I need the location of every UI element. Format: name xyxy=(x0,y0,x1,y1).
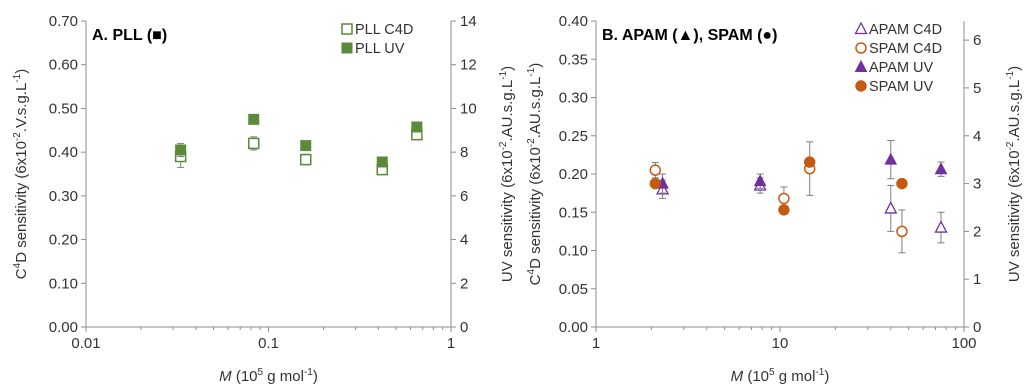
data-point xyxy=(884,201,898,214)
x-tick-label: 10 xyxy=(772,335,789,352)
y-right-tick-label: 6 xyxy=(460,188,468,205)
y-right-tick-label: 1 xyxy=(973,271,981,288)
legend-marker xyxy=(341,23,353,35)
x-tick-label: 0.01 xyxy=(71,335,100,352)
data-point xyxy=(411,121,423,133)
y-right-tick-label: 0 xyxy=(973,319,981,336)
y-left-tick-label: 0.60 xyxy=(49,57,78,74)
legend-marker xyxy=(855,80,867,92)
legend-marker xyxy=(854,59,868,72)
data-point xyxy=(300,153,312,166)
y-left-tick-label: 0.70 xyxy=(49,13,78,30)
data-point xyxy=(649,164,662,176)
y-right-tick-label: 10 xyxy=(460,100,477,117)
panel-title: A. PLL (■) xyxy=(92,27,167,44)
legend-entry: PLL C4D xyxy=(341,22,413,38)
legend-label: SPAM C4D xyxy=(869,41,942,57)
legend-label: SPAM UV xyxy=(869,79,934,95)
chart-panel-2: 0.00 0.05 0.10 0.15 0.20 0.25 0.30 0.35 0.40 0 1 2 3… xyxy=(526,13,1023,385)
data-point xyxy=(247,137,260,150)
data-point xyxy=(778,204,790,216)
x-axis-label: M (105 g mol-1) xyxy=(219,367,318,385)
y-left-tick-label: 0.30 xyxy=(49,188,78,205)
y-left-tick-label: 0.05 xyxy=(559,281,588,298)
data-point xyxy=(896,225,908,238)
y-right-tick-label: 4 xyxy=(460,232,468,249)
legend-entry: PLL UV xyxy=(341,41,405,57)
y-right-tick-label: 4 xyxy=(973,128,981,145)
y-left-tick-label: 0.15 xyxy=(559,204,588,221)
y-left-tick-label: 0.35 xyxy=(559,51,588,68)
y-left-tick-label: 0.20 xyxy=(559,166,588,183)
data-point xyxy=(896,177,908,190)
y-right-tick-label: 2 xyxy=(460,275,468,292)
legend-marker xyxy=(855,42,867,54)
x-tick-label: 0.1 xyxy=(258,335,279,352)
legend-label: PLL C4D xyxy=(355,22,413,38)
y-left-tick-label: 0.50 xyxy=(49,100,78,117)
y-right-tick-label: 5 xyxy=(973,80,981,97)
series-spam-uv xyxy=(649,156,908,216)
y-right-tick-label: 8 xyxy=(460,144,468,161)
data-point xyxy=(778,192,790,205)
legend-label: PLL UV xyxy=(355,41,405,57)
x-axis-label: M (105 g mol-1) xyxy=(731,367,830,385)
y-left-tick-label: 0.10 xyxy=(49,275,78,292)
legend-entry: APAM C4D xyxy=(854,21,942,38)
legend-entry: SPAM C4D xyxy=(855,41,942,57)
y-right-tick-label: 0 xyxy=(460,319,468,336)
series-pll-c4d xyxy=(174,128,423,176)
data-point xyxy=(803,156,816,168)
y-right-axis-label: UV sensitivity (6x10-2.AU.s.g.L-1) xyxy=(1005,66,1023,282)
chart-panel-1: 0.00 0.10 0.20 0.30 0.40 0.50 0.60 0.70 0 2 4 6 8 10 1… xyxy=(12,13,516,385)
legend-label: APAM UV xyxy=(869,60,934,76)
data-point xyxy=(934,162,948,175)
y-left-axis-label: C4D sensitivity (6x10-2.AU.s.g.L-1) xyxy=(526,63,544,286)
y-right-tick-label: 2 xyxy=(973,223,981,240)
y-left-tick-label: 0.40 xyxy=(559,13,588,30)
data-point xyxy=(649,177,661,190)
data-point xyxy=(248,113,260,125)
legend-entry: SPAM UV xyxy=(855,79,934,95)
data-point xyxy=(753,174,767,187)
data-point xyxy=(300,140,312,152)
data-point xyxy=(376,156,388,168)
y-right-tick-label: 3 xyxy=(973,176,981,193)
panel-title: B. APAM (▲), SPAM (●) xyxy=(602,27,777,44)
series-pll-uv xyxy=(175,113,423,168)
y-right-tick-label: 14 xyxy=(460,13,477,30)
legend-entry: APAM UV xyxy=(854,59,934,76)
y-left-tick-label: 0.20 xyxy=(49,232,78,249)
y-left-tick-label: 0.00 xyxy=(559,319,588,336)
y-left-tick-label: 0.00 xyxy=(49,319,78,336)
x-tick-label: 100 xyxy=(951,335,976,352)
y-right-axis-label: UV sensitivity (6x10-2.AU.s.g.L-1) xyxy=(498,66,516,282)
data-point xyxy=(934,220,948,233)
y-left-tick-label: 0.10 xyxy=(559,243,588,260)
legend-marker xyxy=(341,42,353,54)
legend-marker xyxy=(854,21,868,35)
data-point xyxy=(175,144,187,156)
y-left-tick-label: 0.40 xyxy=(49,144,78,161)
y-right-tick-label: 6 xyxy=(973,32,981,49)
legend-label: APAM C4D xyxy=(869,22,942,38)
x-tick-label: 1 xyxy=(592,335,600,352)
y-left-tick-label: 0.30 xyxy=(559,90,588,107)
y-right-tick-label: 12 xyxy=(460,57,477,74)
y-left-tick-label: 0.25 xyxy=(559,128,588,145)
data-point xyxy=(884,152,898,165)
series-spam-c4d xyxy=(649,141,908,254)
x-tick-label: 1 xyxy=(447,335,455,352)
y-left-axis-label: C4D sensitivity (6x10-2.V.s.g.L-1) xyxy=(12,69,30,279)
